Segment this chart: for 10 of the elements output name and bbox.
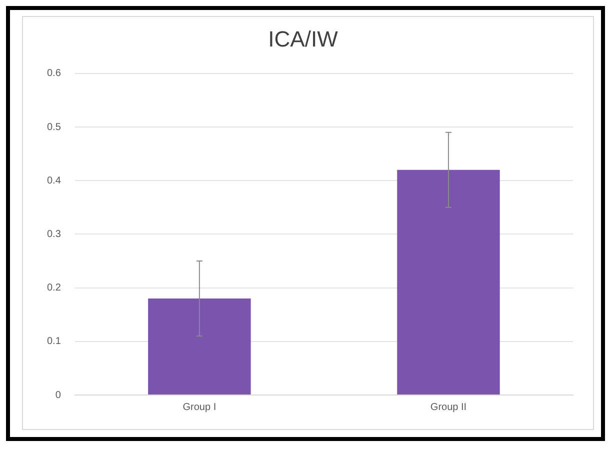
y-tick-label: 0 — [55, 390, 62, 401]
y-tick-label: 0.3 — [46, 228, 62, 240]
y-tick-label: 0.5 — [46, 122, 62, 133]
chart-title: ICA/IW — [268, 26, 338, 52]
x-tick-label: Group II — [430, 402, 467, 413]
y-tick-label: 0.6 — [46, 68, 62, 80]
y-tick-label: 0.4 — [46, 175, 62, 186]
x-tick-label: Group I — [182, 402, 216, 413]
y-tick-label: 0.2 — [46, 282, 62, 294]
y-tick-label: 0.1 — [46, 336, 62, 348]
